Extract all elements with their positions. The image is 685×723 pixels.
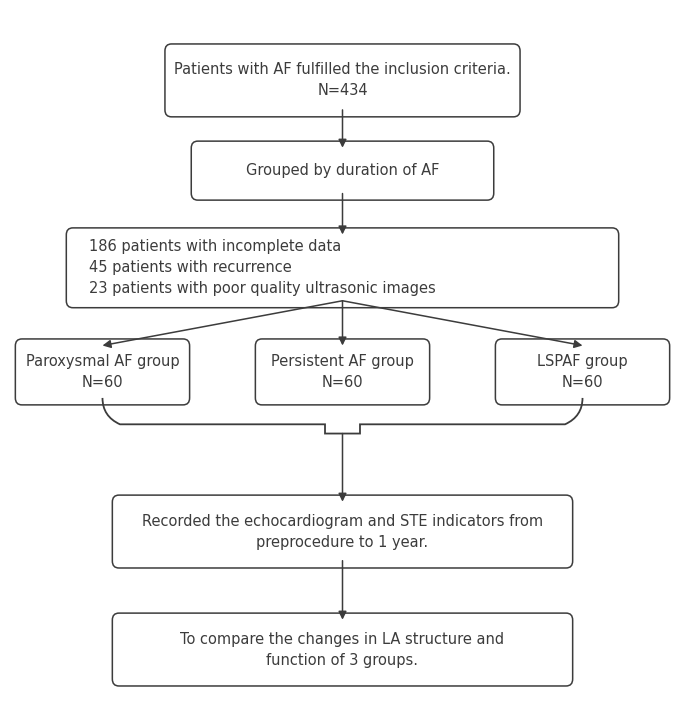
FancyBboxPatch shape bbox=[112, 613, 573, 686]
FancyBboxPatch shape bbox=[191, 141, 494, 200]
FancyBboxPatch shape bbox=[165, 44, 520, 117]
FancyBboxPatch shape bbox=[112, 495, 573, 568]
FancyBboxPatch shape bbox=[15, 339, 190, 405]
Text: Grouped by duration of AF: Grouped by duration of AF bbox=[246, 163, 439, 178]
Text: Patients with AF fulfilled the inclusion criteria.
N=434: Patients with AF fulfilled the inclusion… bbox=[174, 62, 511, 98]
Text: LSPAF group
N=60: LSPAF group N=60 bbox=[537, 354, 628, 390]
FancyBboxPatch shape bbox=[495, 339, 670, 405]
FancyBboxPatch shape bbox=[256, 339, 429, 405]
Text: To compare the changes in LA structure and
function of 3 groups.: To compare the changes in LA structure a… bbox=[180, 632, 505, 667]
Text: 186 patients with incomplete data
45 patients with recurrence
23 patients with p: 186 patients with incomplete data 45 pat… bbox=[89, 239, 436, 296]
Text: Paroxysmal AF group
N=60: Paroxysmal AF group N=60 bbox=[25, 354, 179, 390]
FancyBboxPatch shape bbox=[66, 228, 619, 308]
Text: Recorded the echocardiogram and STE indicators from
preprocedure to 1 year.: Recorded the echocardiogram and STE indi… bbox=[142, 513, 543, 549]
Text: Persistent AF group
N=60: Persistent AF group N=60 bbox=[271, 354, 414, 390]
